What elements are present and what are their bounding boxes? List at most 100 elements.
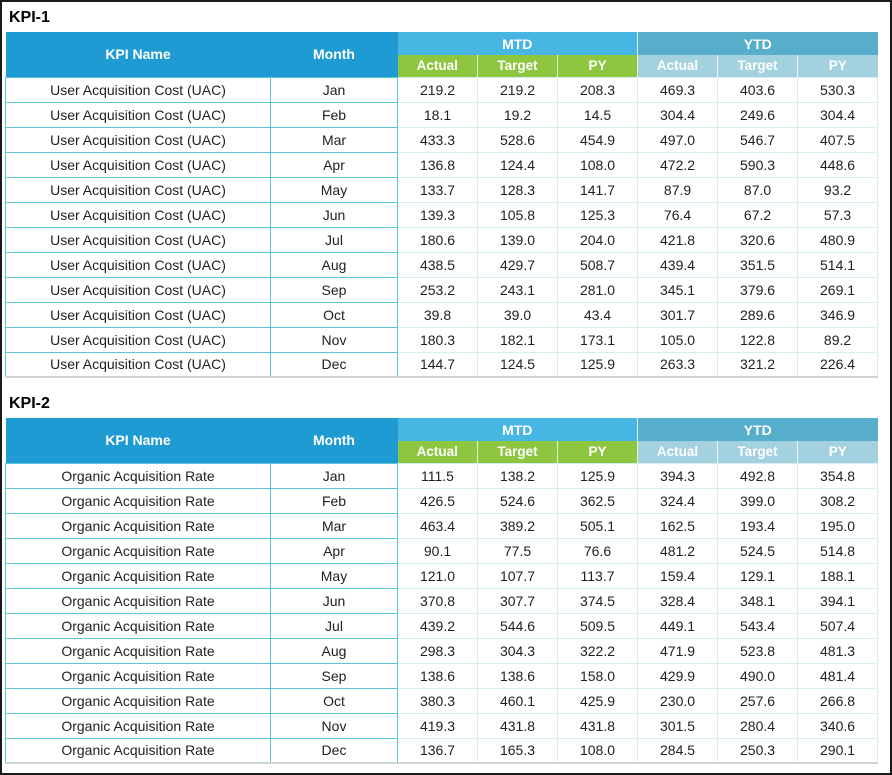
month-cell: Jun (270, 587, 398, 614)
mtd-actual-cell: 370.8 (397, 587, 478, 614)
mtd-py-cell: 125.3 (556, 201, 639, 228)
mtd-py-cell: 454.9 (556, 126, 639, 153)
kpi-table-header: KPI Name Month MTD YTD Actual Target PY Act… (5, 418, 878, 463)
kpi-name-cell: User Acquisition Cost (UAC) (5, 151, 271, 178)
mtd-py-cell: 173.1 (556, 326, 639, 353)
column-header-month: Month (270, 32, 398, 77)
column-header-ytd-py: PY (797, 55, 878, 77)
table-row: Organic Acquisition Rate Jul 439.2 544.6 509… (5, 612, 879, 639)
ytd-actual-cell: 472.2 (637, 151, 719, 178)
table-row: User Acquisition Cost (UAC) Mar 433.3 528.6… (5, 126, 879, 153)
ytd-target-cell: 257.6 (717, 687, 799, 714)
kpi-name-cell: User Acquisition Cost (UAC) (5, 176, 271, 203)
mtd-target-cell: 460.1 (477, 687, 558, 714)
month-cell: Aug (270, 637, 398, 664)
mtd-target-cell: 165.3 (477, 737, 558, 764)
month-cell: Oct (270, 687, 398, 714)
kpi-name-cell: User Acquisition Cost (UAC) (5, 101, 271, 128)
ytd-target-cell: 129.1 (717, 562, 799, 589)
ytd-target-cell: 379.6 (717, 276, 799, 303)
month-cell: May (270, 562, 398, 589)
ytd-target-cell: 67.2 (717, 201, 799, 228)
column-header-mtd-py: PY (556, 55, 638, 77)
mtd-actual-cell: 419.3 (397, 712, 478, 739)
table-row: Organic Acquisition Rate May 121.0 107.7 113… (5, 562, 879, 589)
ytd-py-cell: 407.5 (797, 126, 879, 153)
month-cell: Oct (270, 301, 398, 328)
column-group-ytd: YTD (637, 32, 878, 55)
table-row: User Acquisition Cost (UAC) Jun 139.3 105.8… (5, 201, 879, 228)
mtd-target-cell: 39.0 (477, 301, 558, 328)
month-cell: Aug (270, 251, 398, 278)
ytd-py-cell: 481.3 (797, 637, 879, 664)
ytd-actual-cell: 76.4 (637, 201, 719, 228)
kpi-name-cell: Organic Acquisition Rate (5, 562, 271, 589)
month-cell: Sep (270, 662, 398, 689)
ytd-py-cell: 93.2 (797, 176, 879, 203)
ytd-py-cell: 448.6 (797, 151, 879, 178)
mtd-target-cell: 124.5 (477, 351, 558, 378)
kpi-name-cell: Organic Acquisition Rate (5, 712, 271, 739)
mtd-py-cell: 505.1 (556, 512, 639, 539)
ytd-py-cell: 340.6 (797, 712, 879, 739)
kpi-name-cell: User Acquisition Cost (UAC) (5, 326, 271, 353)
mtd-actual-cell: 138.6 (397, 662, 478, 689)
ytd-target-cell: 249.6 (717, 101, 799, 128)
column-group-mtd: MTD (397, 418, 638, 441)
mtd-target-cell: 389.2 (477, 512, 558, 539)
mtd-actual-cell: 253.2 (397, 276, 478, 303)
month-cell: May (270, 176, 398, 203)
ytd-py-cell: 480.9 (797, 226, 879, 253)
mtd-py-cell: 113.7 (556, 562, 639, 589)
table-row: Organic Acquisition Rate Sep 138.6 138.6 158… (5, 662, 879, 689)
kpi-name-cell: User Acquisition Cost (UAC) (5, 126, 271, 153)
column-header-ytd-target: Target (717, 441, 798, 463)
table-row: Organic Acquisition Rate Jun 370.8 307.7 374… (5, 587, 879, 614)
table-row: User Acquisition Cost (UAC) May 133.7 128.3… (5, 176, 879, 203)
month-cell: Jun (270, 201, 398, 228)
mtd-actual-cell: 439.2 (397, 612, 478, 639)
ytd-py-cell: 514.8 (797, 537, 879, 564)
mtd-py-cell: 208.3 (556, 76, 639, 103)
month-cell: Mar (270, 126, 398, 153)
ytd-py-cell: 354.8 (797, 462, 879, 489)
kpi-name-cell: Organic Acquisition Rate (5, 512, 271, 539)
table-row: Organic Acquisition Rate Mar 463.4 389.2 505… (5, 512, 879, 539)
mtd-actual-cell: 90.1 (397, 537, 478, 564)
ytd-actual-cell: 159.4 (637, 562, 719, 589)
ytd-py-cell: 195.0 (797, 512, 879, 539)
mtd-target-cell: 307.7 (477, 587, 558, 614)
ytd-py-cell: 308.2 (797, 487, 879, 514)
kpi-name-cell: Organic Acquisition Rate (5, 462, 271, 489)
mtd-py-cell: 508.7 (556, 251, 639, 278)
mtd-actual-cell: 18.1 (397, 101, 478, 128)
mtd-actual-cell: 298.3 (397, 637, 478, 664)
mtd-target-cell: 124.4 (477, 151, 558, 178)
month-cell: Jul (270, 226, 398, 253)
mtd-target-cell: 138.6 (477, 662, 558, 689)
mtd-actual-cell: 136.7 (397, 737, 478, 764)
ytd-target-cell: 280.4 (717, 712, 799, 739)
mtd-target-cell: 128.3 (477, 176, 558, 203)
mtd-target-cell: 19.2 (477, 101, 558, 128)
ytd-target-cell: 250.3 (717, 737, 799, 764)
ytd-py-cell: 57.3 (797, 201, 879, 228)
ytd-py-cell: 514.1 (797, 251, 879, 278)
ytd-py-cell: 290.1 (797, 737, 879, 764)
month-cell: Apr (270, 151, 398, 178)
mtd-actual-cell: 433.3 (397, 126, 478, 153)
mtd-py-cell: 108.0 (556, 151, 639, 178)
ytd-actual-cell: 284.5 (637, 737, 719, 764)
ytd-actual-cell: 449.1 (637, 612, 719, 639)
mtd-target-cell: 304.3 (477, 637, 558, 664)
column-header-month: Month (270, 418, 398, 463)
ytd-target-cell: 523.8 (717, 637, 799, 664)
mtd-py-cell: 509.5 (556, 612, 639, 639)
ytd-actual-cell: 421.8 (637, 226, 719, 253)
ytd-actual-cell: 301.7 (637, 301, 719, 328)
kpi-table: KPI Name Month MTD YTD Actual Target PY Act… (5, 418, 879, 764)
column-header-mtd-actual: Actual (397, 55, 478, 77)
ytd-actual-cell: 324.4 (637, 487, 719, 514)
mtd-target-cell: 544.6 (477, 612, 558, 639)
